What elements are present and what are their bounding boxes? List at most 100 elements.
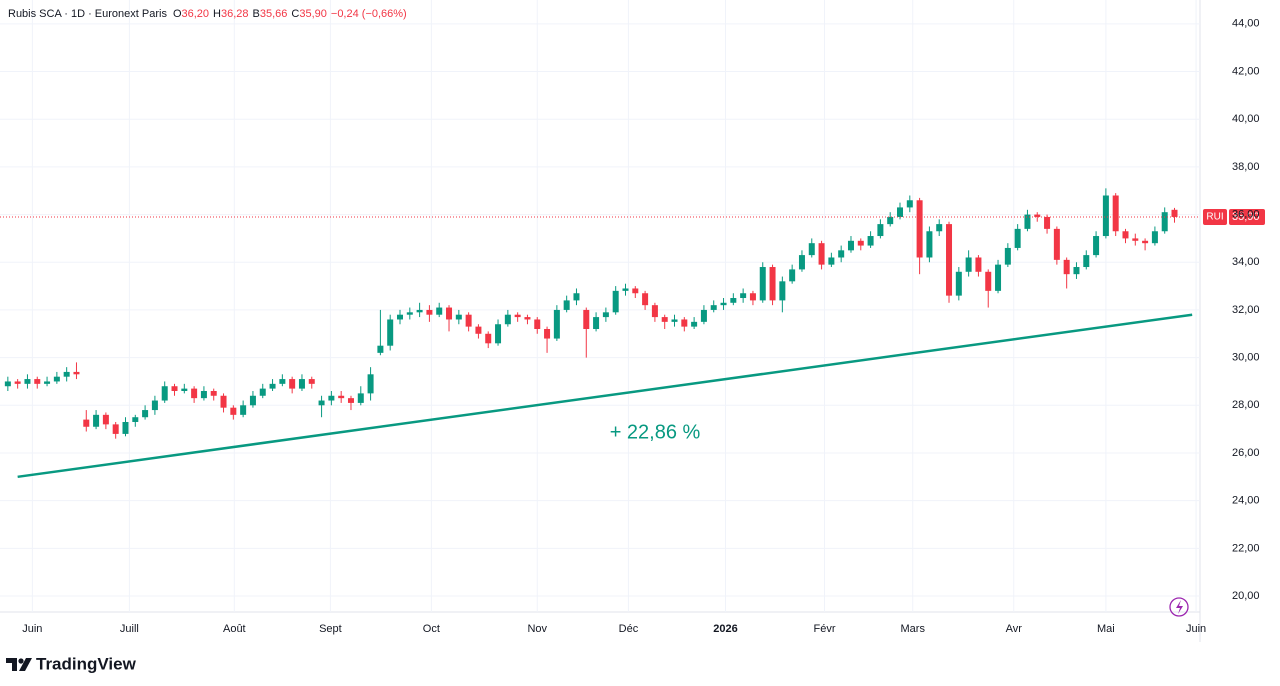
y-tick-label: 30,00 [1232,352,1260,364]
candle-body [73,371,80,375]
candle-body [347,398,354,403]
y-tick-label: 20,00 [1232,590,1260,602]
legend-o: O [173,8,182,20]
brand-logo: TradingView [6,654,137,673]
candle-body [1053,228,1060,260]
legend-open: 36,20 [182,8,210,20]
candle-body [769,267,776,301]
candle-body [161,386,168,401]
candle-body [504,314,511,325]
candle-body [740,293,747,299]
legend-low: 35,66 [260,8,288,20]
candle-body [936,224,943,232]
candle-body [485,333,492,344]
ohlc-legend: O36,20 H36,28 B35,66 C35,90 −0,24 (−0,66%) [173,8,407,20]
candle-body [593,317,600,330]
candle-body [730,298,737,303]
candle-body [200,390,207,399]
candle-body [818,243,825,265]
candle-body [847,240,854,251]
candle-body [367,374,374,394]
candle-body [1132,238,1139,241]
candle-body [995,264,1002,291]
candle-body [93,414,100,427]
candle-body [808,243,815,256]
candle-body [1142,240,1149,244]
candle-body [220,395,227,408]
candle-body [514,314,521,318]
y-tick-label: 40,00 [1232,113,1260,125]
candle-body [1122,231,1129,239]
x-tick-label: Déc [619,623,639,635]
y-tick-label: 38,00 [1232,161,1260,173]
candle-body [867,236,874,246]
legend-change: −0,24 (−0,66%) [331,8,407,20]
candle-body [397,314,403,320]
candle-body [426,309,433,315]
candle-body [1151,231,1158,244]
candle-body [24,379,31,384]
candle-body [122,421,129,434]
candle-body [1014,228,1021,248]
x-tick-label: Juill [120,623,139,635]
candle-body [897,207,903,217]
symbol-badge [1203,208,1227,225]
brand: TradingView [36,654,137,673]
trendline-label: + 22,86 % [610,421,701,443]
candle-body [298,379,305,389]
legend-high: 36,28 [221,8,249,20]
alert-bolt [1176,600,1183,614]
alert-icon[interactable] [1169,597,1189,617]
x-tick-label: Oct [423,623,440,635]
candle-body [651,305,658,318]
candle-body [181,388,188,391]
candle-body [946,224,953,296]
candle-body [240,405,247,415]
x-tick-label: Avr [1006,623,1023,635]
y-tick-label: 42,00 [1232,65,1260,77]
candle-body [34,379,41,384]
candle-body [1024,214,1031,229]
candle-body [985,271,992,291]
candle-body [210,390,217,396]
y-tick-label: 34,00 [1232,256,1260,268]
y-tick-label: 36,00 [1232,208,1260,220]
candle-body [406,312,413,315]
grid [0,0,1200,612]
x-tick-label: Juin [22,623,42,635]
candle-body [612,290,619,313]
candle-body [759,267,766,301]
candle-body [436,307,443,315]
candle-body [83,419,90,427]
candle-body [279,379,286,384]
candle-body [838,250,845,258]
candle-body [308,379,315,384]
candle-body [230,407,237,415]
candle-body [495,324,502,344]
candle-body [632,288,639,294]
y-tick-label: 24,00 [1232,495,1260,507]
legend-h: H [213,8,221,20]
legend-c: C [291,8,299,20]
candle-body [4,381,11,387]
candle-body [916,200,923,258]
legend-title: Rubis SCA · 1D · Euronext Paris [8,8,167,20]
trendline [17,313,1193,479]
plot [4,188,1178,439]
candle-body [553,309,560,339]
candle-body [642,293,649,306]
logo-slash [19,658,32,671]
candle-body [622,288,629,291]
candle-body [524,317,531,320]
candle-body [102,414,109,425]
candle-body [1044,216,1051,229]
candle-body [1073,267,1080,275]
candle-body [1093,236,1100,256]
candle-body [583,309,590,330]
candle-body [700,309,707,322]
y-tick-label: 22,00 [1232,542,1260,554]
y-tick-label: 26,00 [1232,447,1260,459]
x-tick-label: 2026 [713,623,737,635]
